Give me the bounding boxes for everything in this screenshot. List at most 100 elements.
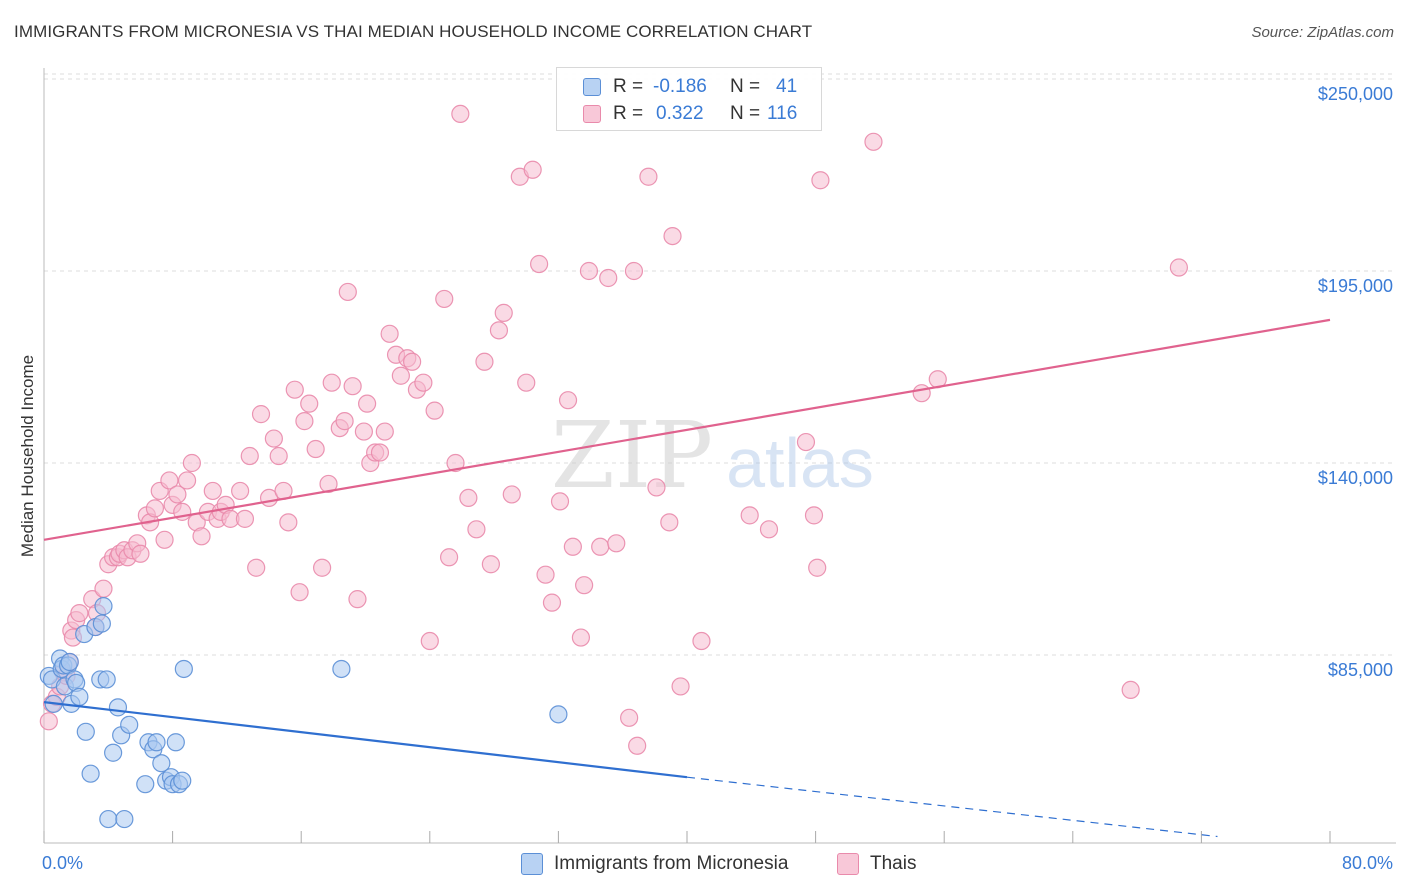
data-point (152, 754, 171, 773)
data-point (523, 160, 542, 179)
data-point (285, 380, 304, 399)
trend-line-micronesia-extension (686, 776, 1218, 838)
chart-title: IMMIGRANTS FROM MICRONESIA VS THAI MEDIA… (14, 22, 813, 41)
data-point (530, 254, 549, 274)
x-tick-labels: 0.0% 80.0% (42, 853, 1393, 873)
data-point (414, 373, 433, 392)
data-point (99, 809, 118, 829)
y-tick-label: $85,000 (1328, 660, 1393, 680)
data-point (804, 506, 824, 525)
data-point (94, 597, 113, 616)
legend-swatch-micronesia (521, 853, 543, 875)
data-point (147, 733, 166, 752)
data-point (671, 677, 690, 696)
data-point (94, 579, 113, 598)
data-point (663, 226, 682, 246)
data-point (459, 488, 478, 508)
legend-swatch-thai (837, 853, 859, 875)
data-point (599, 268, 618, 288)
data-point (607, 534, 626, 553)
data-point (343, 377, 362, 396)
data-point (647, 478, 666, 497)
legend-n-value: 116 (767, 103, 798, 124)
data-point (425, 401, 444, 420)
x-tick-label: 0.0% (42, 853, 83, 873)
legend-swatch-thai (583, 105, 601, 123)
data-point (475, 352, 494, 371)
legend-n-label: N = (730, 103, 761, 124)
data-point (549, 705, 568, 724)
data-point (70, 687, 89, 706)
y-tick-label: $195,000 (1318, 276, 1393, 296)
data-point (811, 171, 830, 190)
data-point (312, 558, 332, 577)
data-point (558, 391, 578, 410)
data-point (375, 422, 394, 441)
data-point (155, 530, 174, 549)
data-point (174, 659, 193, 679)
legend-row-thai: R = 0.322 N = 116 (557, 101, 821, 127)
legend-r-value: 0.322 (656, 103, 704, 124)
legend-label-thai: Thais (870, 853, 917, 874)
y-tick-label: $250,000 (1318, 84, 1393, 104)
data-point (160, 471, 179, 490)
legend-r-label: R = (613, 103, 644, 124)
data-point (692, 631, 711, 651)
data-point (420, 631, 439, 651)
data-point (108, 698, 128, 717)
data-point (231, 481, 250, 501)
data-point (115, 809, 134, 829)
data-point (92, 614, 111, 633)
data-point (1121, 680, 1140, 700)
data-point (319, 474, 338, 494)
data-point (269, 446, 288, 466)
data-point (481, 555, 500, 574)
data-point (76, 722, 95, 741)
data-point (290, 583, 309, 602)
data-point (251, 405, 271, 424)
data-point (912, 384, 931, 403)
data-point (808, 558, 827, 577)
stats-legend: R = -0.186 N = 41 R = 0.322 N = 116 (556, 67, 822, 131)
data-point (240, 446, 259, 466)
data-point (332, 659, 351, 679)
data-point (264, 429, 283, 448)
data-point (182, 453, 201, 473)
data-point (550, 492, 570, 511)
data-point (97, 670, 116, 689)
data-point (81, 764, 100, 783)
data-point (446, 453, 465, 473)
data-point (563, 537, 582, 556)
data-point (639, 167, 658, 186)
y-tick-label: $140,000 (1318, 468, 1393, 488)
data-point (467, 520, 486, 539)
data-point (759, 520, 779, 539)
data-point (306, 439, 325, 459)
data-point (796, 432, 816, 452)
x-tick-label: 80.0% (1342, 853, 1393, 873)
legend-r-value: -0.186 (653, 76, 707, 97)
y-tick-labels: $85,000 $140,000 $195,000 $250,000 (1318, 84, 1393, 680)
data-point (740, 506, 759, 525)
legend-label-micronesia: Immigrants from Micronesia (554, 853, 789, 874)
data-point (39, 712, 58, 731)
data-point (348, 590, 367, 609)
data-point (403, 352, 422, 371)
data-point (451, 104, 470, 124)
legend-swatch-micronesia (583, 78, 601, 96)
data-point (628, 736, 647, 755)
data-point (166, 733, 185, 752)
series-thais (39, 104, 1188, 755)
data-point (338, 282, 357, 302)
data-point (354, 422, 373, 441)
data-point (489, 321, 509, 340)
data-point (591, 537, 610, 556)
legend-n-label: N = (730, 76, 761, 97)
legend-n-value: 41 (776, 76, 798, 97)
data-point (279, 513, 298, 532)
axes (43, 68, 1396, 844)
data-point (575, 576, 594, 595)
data-point (295, 412, 314, 431)
grid-lines (44, 73, 1396, 656)
data-point (322, 373, 341, 392)
